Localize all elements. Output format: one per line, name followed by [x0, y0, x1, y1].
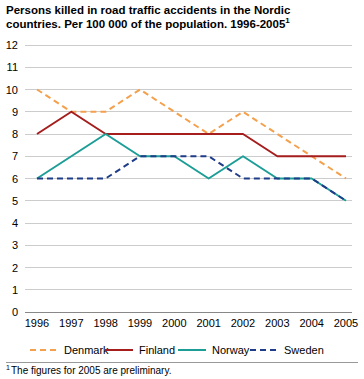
grid-line	[25, 89, 352, 90]
legend-label: Sweden	[284, 344, 324, 356]
y-tick-label: 5	[12, 195, 18, 207]
legend-label: Denmark	[64, 344, 109, 356]
y-tick-label: 8	[12, 128, 18, 140]
y-tick-label: 2	[12, 262, 18, 274]
y-tick-label: 0	[12, 306, 18, 318]
legend-swatch	[178, 349, 206, 351]
legend-label: Finland	[139, 344, 175, 356]
grid-line	[25, 67, 352, 68]
x-tick-label: 2001	[196, 317, 220, 329]
title-footnote-mark: 1	[285, 16, 289, 25]
y-tick-label: 7	[12, 150, 18, 162]
separator	[6, 362, 358, 363]
x-tick-label: 1999	[128, 317, 152, 329]
grid-line	[25, 245, 352, 246]
series-line	[37, 134, 346, 201]
legend-item: Norway	[178, 344, 250, 356]
x-axis	[25, 312, 352, 313]
legend-item: Sweden	[250, 344, 324, 356]
grid-line	[25, 289, 352, 290]
footnote-mark: 1	[6, 364, 10, 371]
x-tick-label: 2002	[231, 317, 255, 329]
series-line	[37, 90, 346, 179]
chart: 0123456789101112199619971998199920002001…	[0, 0, 364, 379]
grid-line	[25, 223, 352, 224]
grid-line	[25, 267, 352, 268]
footnote: The figures for 2005 are preliminary.	[11, 365, 171, 376]
legend-item: Denmark	[30, 344, 109, 356]
y-tick-label: 6	[12, 173, 18, 185]
legend-swatch	[30, 349, 58, 351]
x-tick-label: 1998	[93, 317, 117, 329]
legend-swatch	[105, 349, 133, 351]
y-tick-label: 1	[12, 284, 18, 296]
x-tick-label: 2005	[334, 317, 358, 329]
grid-line	[25, 200, 352, 201]
legend-swatch	[250, 349, 278, 351]
y-tick-label: 11	[7, 61, 18, 73]
y-tick-label: 9	[12, 106, 18, 118]
legend-item: Finland	[105, 344, 175, 356]
legend-label: Norway	[212, 344, 250, 356]
x-tick-label: 1996	[25, 317, 49, 329]
series-line	[37, 156, 346, 201]
y-tick-label: 12	[6, 39, 18, 51]
title: Persons killed in road traffic accidents…	[6, 3, 336, 31]
x-tick-label: 2004	[299, 317, 323, 329]
title-text: Persons killed in road traffic accidents…	[6, 4, 290, 30]
x-tick-label: 2000	[162, 317, 186, 329]
grid-line	[25, 45, 352, 46]
grid-line	[25, 312, 352, 313]
y-tick-label: 4	[12, 217, 18, 229]
y-tick-label: 3	[12, 239, 18, 251]
x-tick-label: 1997	[59, 317, 83, 329]
y-tick-label: 10	[6, 84, 18, 96]
plot-area	[37, 90, 346, 201]
x-tick-label: 2003	[265, 317, 289, 329]
